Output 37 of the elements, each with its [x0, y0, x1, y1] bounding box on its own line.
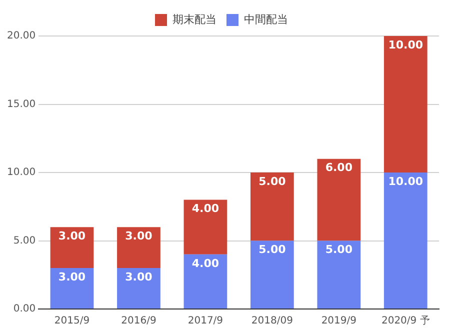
bar: [50, 227, 94, 268]
bar: [50, 268, 94, 308]
y-tick-label: 5.00: [13, 235, 36, 246]
x-tick-label: 2020/9 予: [381, 316, 430, 327]
bar: [250, 240, 294, 308]
bar: [317, 240, 361, 308]
data-label: 3.00: [125, 229, 153, 242]
data-label: 5.00: [258, 243, 286, 256]
y-tick-label: 0.00: [13, 304, 36, 315]
x-tick-label: 2019/9: [321, 316, 356, 327]
y-tick-label: 15.00: [6, 98, 36, 110]
y-tick-label: 10.00: [6, 167, 36, 178]
x-tick-label: 2018/09: [251, 316, 293, 327]
bar: [384, 172, 428, 308]
y-tick-label: 20.00: [6, 30, 36, 42]
legend-label: 期末配当: [172, 12, 216, 26]
bar: [384, 36, 428, 172]
bar: [250, 172, 294, 241]
data-label: 4.00: [192, 202, 220, 216]
data-label: 3.00: [125, 270, 153, 284]
bar: [117, 268, 160, 308]
x-tick-label: 2017/9: [188, 316, 224, 327]
data-label: 3.00: [58, 270, 86, 284]
data-label: 10.00: [388, 174, 424, 188]
bar: [317, 158, 361, 241]
bar: [184, 200, 228, 254]
data-label: 3.00: [58, 229, 86, 242]
legend-label: 中間配当: [244, 12, 288, 26]
bar: [184, 254, 228, 308]
data-label: 5.00: [325, 243, 353, 256]
data-label: 5.00: [258, 174, 286, 188]
data-label: 4.00: [192, 256, 220, 270]
bar: [117, 227, 160, 268]
data-label: 10.00: [388, 38, 424, 52]
x-tick-label: 2016/9: [121, 316, 156, 327]
data-label: 6.00: [325, 161, 353, 174]
x-tick-label: 2015/9: [54, 316, 90, 327]
